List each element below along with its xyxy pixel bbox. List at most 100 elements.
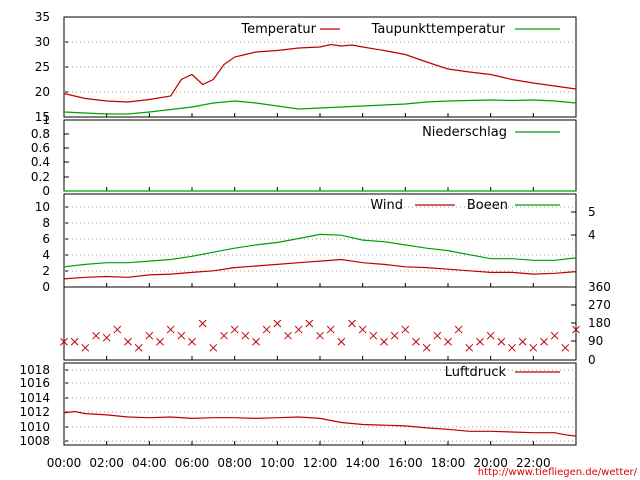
wind-direction-point <box>550 331 559 340</box>
x-tick-label: 06:00 <box>175 456 210 470</box>
wind-direction-point <box>220 331 228 340</box>
wind-direction-point <box>252 337 260 346</box>
wind-direction-point <box>412 337 420 346</box>
wind-direction-point <box>401 325 410 334</box>
wind-direction-point <box>294 325 303 334</box>
wind-direction-point <box>145 331 154 340</box>
y-tick-label: 4 <box>42 248 50 262</box>
y-tick-label: 1016 <box>19 376 50 390</box>
y-tick-label: 1 <box>42 113 50 127</box>
y-tick-label: 0 <box>42 184 50 198</box>
y-tick-label: 8 <box>42 216 50 230</box>
wind-direction-point <box>529 343 538 352</box>
y-tick-label: 0.6 <box>31 141 50 155</box>
y-tick-label: 0.2 <box>31 170 50 184</box>
y-tick-label: 10 <box>35 200 50 214</box>
y-tick-label: 25 <box>35 60 50 74</box>
wind-direction-point <box>60 337 68 346</box>
wind-direction-point <box>369 331 378 340</box>
y-tick-label: 35 <box>35 10 50 24</box>
wind-direction-point <box>380 337 388 346</box>
legend-label-boeen: Boeen <box>467 198 508 213</box>
wind-direction-point <box>92 331 100 340</box>
x-tick-label: 12:00 <box>303 456 338 470</box>
x-tick-label: 10:00 <box>260 456 295 470</box>
y2-tick-label: 90 <box>588 334 603 348</box>
x-tick-label: 14:00 <box>345 456 380 470</box>
x-tick-label: 22:00 <box>516 456 551 470</box>
y-tick-label: 6 <box>42 232 50 246</box>
legend-label-niederschlag: Niederschlag <box>422 125 507 140</box>
wind-direction-point <box>454 325 463 334</box>
credit-link: http://www.tiefliegen.de/wetter/ <box>478 467 638 478</box>
legend-label-taupunkttemperatur: Taupunkttemperatur <box>371 22 506 37</box>
wind-direction-point <box>198 319 207 328</box>
series-line-taupunkttemperatur <box>63 99 577 115</box>
wind-direction-point <box>561 343 570 352</box>
wind-direction-point <box>102 333 111 342</box>
y-tick-label: 1018 <box>19 363 50 377</box>
wind-direction-point <box>508 343 516 352</box>
y-tick-label: 20 <box>35 85 50 99</box>
wind-direction-point <box>113 325 122 334</box>
wind-direction-point <box>166 325 175 334</box>
wind-direction-point <box>540 337 548 346</box>
y2-tick-label: 270 <box>588 298 611 312</box>
wind-direction-point <box>70 337 79 346</box>
y2-tick-label: 0 <box>588 353 596 367</box>
y-tick-label: 15 <box>35 110 50 124</box>
series-line-wind <box>63 258 577 280</box>
wind-direction-point <box>476 337 484 346</box>
wind-direction-point <box>465 343 474 352</box>
y-tick-label: 0.8 <box>31 127 50 141</box>
wind-direction-point <box>81 343 90 352</box>
series-line-temperatur <box>63 43 577 103</box>
x-tick-label: 00:00 <box>47 456 82 470</box>
wind-direction-point <box>358 325 367 334</box>
x-tick-label: 08:00 <box>217 456 252 470</box>
y-tick-label: 1012 <box>19 405 50 419</box>
y-tick-label: 1010 <box>19 420 50 434</box>
wind-direction-point <box>497 337 506 346</box>
x-tick-label: 16:00 <box>388 456 423 470</box>
wind-direction-point <box>230 325 239 334</box>
y-tick-label: 2 <box>42 264 50 278</box>
y-tick-label: 0 <box>42 280 50 294</box>
x-tick-label: 02:00 <box>89 456 124 470</box>
wind-direction-point <box>262 325 271 334</box>
wind-direction-point <box>433 331 442 340</box>
x-tick-label: 20:00 <box>473 456 508 470</box>
wind-direction-point <box>273 319 282 328</box>
wind-direction-point <box>348 319 356 328</box>
wind-direction-point <box>316 331 324 340</box>
wind-direction-point <box>390 331 399 340</box>
wind-direction-point <box>188 337 196 346</box>
y2-tick-label: 4 <box>588 228 596 242</box>
wind-direction-point <box>444 337 452 346</box>
legend-label-temperatur: Temperatur <box>240 22 316 37</box>
wind-direction-point <box>124 337 132 346</box>
wind-direction-point <box>326 325 335 334</box>
wind-direction-point <box>209 343 218 352</box>
series-line-luftdruck <box>63 410 577 437</box>
y-tick-label: 1008 <box>19 434 50 448</box>
wind-direction-point <box>134 343 143 352</box>
wind-direction-point <box>156 337 164 346</box>
series-line-boeen <box>63 233 577 268</box>
legend-label-wind: Wind <box>370 198 403 213</box>
wind-direction-point <box>486 331 495 340</box>
wind-direction-point <box>518 337 527 346</box>
y2-tick-label: 5 <box>588 205 596 219</box>
y-tick-label: 1014 <box>19 391 50 405</box>
y-tick-label: 30 <box>35 35 50 49</box>
wind-direction-point <box>305 319 314 328</box>
y2-tick-label: 360 <box>588 280 611 294</box>
wind-direction-point <box>177 331 186 340</box>
x-tick-label: 04:00 <box>132 456 167 470</box>
wind-direction-point <box>337 337 346 346</box>
panel-frame-wind-direction <box>63 286 577 361</box>
y2-tick-label: 180 <box>588 316 611 330</box>
wind-direction-point <box>241 331 250 340</box>
wind-direction-point <box>422 343 431 352</box>
